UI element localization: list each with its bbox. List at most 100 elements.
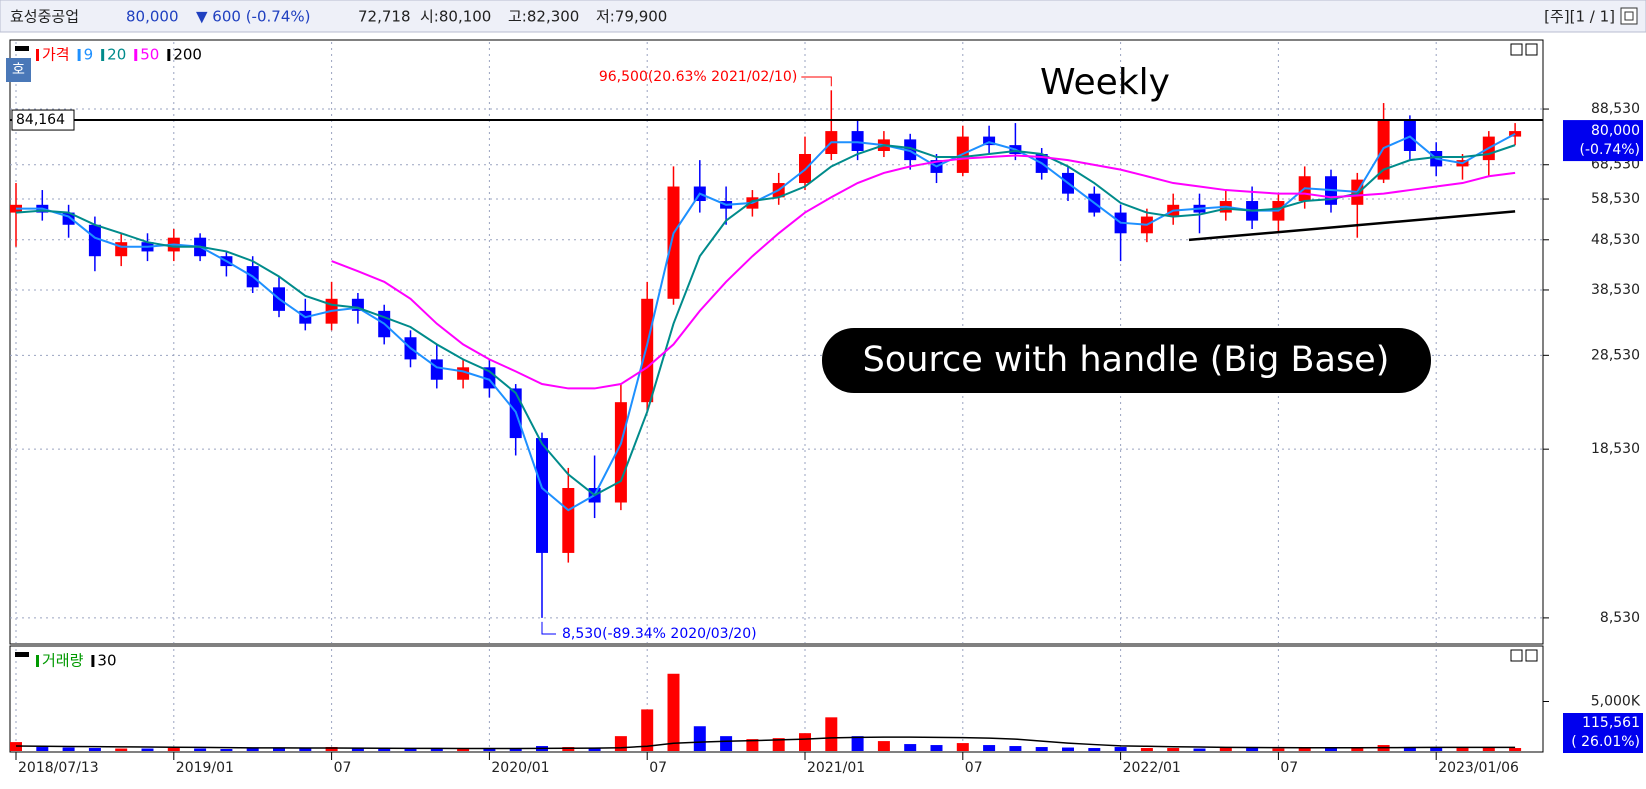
annotation-pill — [822, 328, 1431, 393]
y-tick-label: 88,530 — [1591, 101, 1640, 117]
candle-body — [536, 438, 548, 553]
marks-layer: 2018/07/13 2019/01 07 2020/01 07 2021/01 07 202… — [10, 46, 1643, 776]
volume-bar — [36, 747, 49, 751]
high-label: 96,500(20.63% 2021/02/10) — [599, 69, 797, 85]
pane-close[interactable] — [1525, 43, 1538, 56]
volume-bar — [115, 748, 128, 751]
last-volume-change: ( 26.01%) — [1571, 734, 1640, 750]
legend-label: 가격 — [42, 46, 70, 64]
last-price-label: 80,000 — [1591, 123, 1640, 139]
legend-swatch — [101, 49, 105, 61]
volume-bar — [1035, 747, 1048, 751]
header-low: 저:79,900 — [596, 8, 667, 26]
page-indicator[interactable]: [주][1 / 1] — [1544, 8, 1615, 26]
candle-body — [562, 488, 575, 553]
pane-button[interactable] — [1510, 43, 1523, 56]
legend-label: 200 — [173, 46, 202, 64]
volume-bar — [1088, 748, 1101, 751]
window-button-icon — [1624, 11, 1634, 21]
volume-bar — [693, 726, 706, 751]
volume-bar — [1246, 748, 1259, 751]
annotation-text: Source with handle (Big Base) — [863, 340, 1390, 380]
low-pointer — [541, 621, 556, 635]
legend-icon — [15, 652, 29, 657]
volume-bar — [851, 736, 864, 751]
volume-bar — [273, 748, 285, 751]
legend-swatch — [36, 655, 39, 667]
candle-body — [614, 402, 627, 503]
last-price-change: (-0.74%) — [1580, 142, 1640, 158]
volume-bar — [1272, 748, 1285, 751]
reference-label: 84,164 — [16, 112, 65, 128]
y-tick-label: 8,530 — [1600, 610, 1640, 626]
last-volume-box — [1563, 713, 1643, 753]
candle-body — [641, 298, 654, 403]
x-tick-label: 2020/01 — [491, 760, 549, 776]
volume-pane — [9, 645, 1544, 753]
volume-bar — [825, 717, 838, 751]
header-change: ▼ 600 (-0.74%) — [196, 8, 310, 26]
candle-body — [88, 224, 101, 257]
candle-body — [983, 136, 996, 146]
candle-body — [904, 139, 917, 161]
volume-bar — [325, 747, 338, 751]
last-price-box — [1563, 120, 1643, 162]
x-tick-label: 07 — [965, 760, 983, 776]
volume-bar — [904, 744, 917, 751]
volume-bar — [141, 748, 154, 751]
trendline — [1188, 210, 1516, 242]
x-tick-label: 2018/07/13 — [18, 760, 99, 776]
volume-bar — [641, 709, 654, 751]
legend-label: 50 — [140, 46, 159, 64]
header-bar — [0, 0, 1646, 33]
volume-bar — [956, 743, 969, 751]
volume-bar — [667, 673, 680, 751]
volume-bar — [351, 748, 364, 751]
volume-bar — [483, 748, 496, 751]
low-label: 8,530(-89.34% 2020/03/20) — [562, 626, 757, 642]
badge-label: 호 — [12, 62, 25, 78]
volume-bar — [404, 749, 417, 751]
badge[interactable] — [6, 58, 31, 82]
x-tick-label: 07 — [1280, 760, 1298, 776]
volume-bar — [88, 748, 101, 751]
x-tick-label: 07 — [649, 760, 667, 776]
volume-bar — [1298, 747, 1311, 751]
x-tick-label: 2021/01 — [807, 760, 865, 776]
x-axis-strip — [0, 756, 1646, 785]
volume-bar — [1403, 747, 1416, 751]
volume-bar — [1430, 747, 1443, 751]
pane-button[interactable] — [1510, 649, 1523, 662]
header-high: 고:82,300 — [508, 8, 579, 26]
volume-bar — [772, 738, 785, 751]
window-button[interactable] — [1620, 7, 1638, 25]
volume-bar — [614, 736, 627, 751]
volume-bar — [1167, 748, 1180, 751]
y-tick-label: 18,530 — [1591, 441, 1640, 457]
y-tick-label: 38,530 — [1591, 282, 1640, 298]
volume-bar — [299, 748, 312, 751]
ma-line — [15, 144, 1516, 497]
legend-swatch — [91, 655, 95, 667]
x-tick-label: 2022/01 — [1123, 760, 1181, 776]
pane-close[interactable] — [1525, 649, 1538, 662]
candle-body — [667, 186, 680, 299]
ma-line — [331, 154, 1516, 390]
volume-bar — [220, 749, 233, 751]
volume-bar — [1482, 747, 1495, 751]
y-tick-label: 58,530 — [1591, 191, 1640, 207]
volume-bar — [378, 749, 391, 751]
volume-bar — [246, 748, 259, 751]
high-pointer — [801, 76, 832, 87]
header-open: 시:80,100 — [420, 8, 491, 26]
last-volume-label: 115,561 — [1582, 715, 1640, 731]
volume-bar — [1509, 748, 1522, 751]
legend-swatch — [167, 49, 171, 61]
x-tick-label: 2023/01/06 — [1438, 760, 1519, 776]
volume-bar — [62, 747, 75, 751]
volume-bar — [1114, 747, 1127, 751]
legend-label: 9 — [84, 46, 94, 64]
volume-bar — [720, 736, 733, 751]
candle-body — [430, 359, 443, 380]
